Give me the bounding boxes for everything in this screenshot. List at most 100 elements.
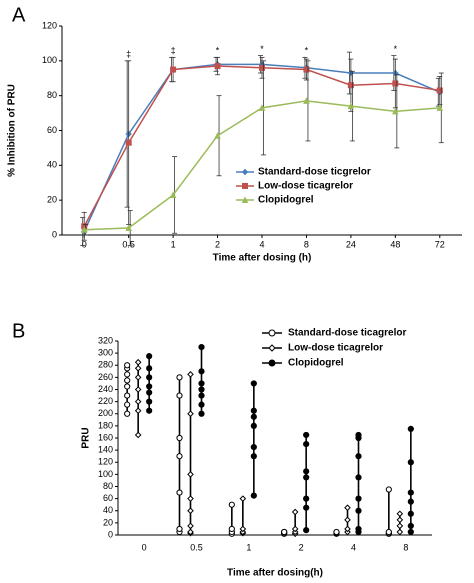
- x-axis-label: Time after dosing(h): [227, 568, 323, 579]
- marker: [124, 383, 131, 390]
- panel-label: A: [12, 4, 26, 26]
- marker: [146, 383, 153, 390]
- x-tick-label: 8: [304, 239, 309, 249]
- marker: [396, 522, 404, 530]
- x-tick-label: 72: [435, 239, 445, 249]
- marker: [146, 353, 153, 360]
- y-tick-label: 40: [103, 505, 113, 515]
- x-tick-label: 0: [142, 542, 147, 552]
- marker: [176, 525, 183, 533]
- marker: [146, 407, 153, 414]
- marker: [333, 528, 340, 536]
- marker: [239, 525, 247, 533]
- marker: [291, 525, 299, 533]
- marker: [125, 139, 132, 146]
- x-tick-label: 2: [215, 239, 220, 249]
- marker: [396, 516, 404, 524]
- legend-label: Clopidogrel: [288, 358, 344, 369]
- annotation: ‡: [171, 46, 176, 56]
- marker: [124, 377, 131, 384]
- marker: [134, 398, 142, 405]
- x-tick-label: 0.5: [190, 542, 203, 552]
- y-tick-label: 60: [103, 493, 113, 503]
- y-tick-label: 0: [108, 529, 113, 539]
- y-tick-label: 140: [98, 445, 113, 455]
- marker: [134, 407, 142, 415]
- annotation: ‡: [126, 49, 131, 59]
- y-tick-label: 160: [98, 432, 113, 442]
- marker: [303, 504, 310, 511]
- marker: [385, 528, 392, 536]
- marker: [198, 380, 205, 387]
- marker: [176, 489, 183, 496]
- marker: [407, 522, 414, 530]
- marker: [134, 374, 142, 381]
- x-axis-label: Time after dosing (h): [213, 253, 312, 264]
- marker: [281, 528, 288, 536]
- marker: [303, 431, 310, 439]
- marker: [303, 527, 310, 534]
- marker: [146, 374, 153, 381]
- marker: [291, 508, 299, 516]
- marker: [124, 392, 131, 399]
- marker: [125, 224, 132, 232]
- y-tick-label: 80: [47, 90, 57, 100]
- x-tick-label: 1: [246, 542, 251, 552]
- annotation: *: [216, 46, 220, 56]
- marker: [355, 495, 362, 502]
- marker: [303, 495, 310, 502]
- marker: [169, 191, 177, 198]
- marker: [344, 525, 351, 533]
- marker: [176, 374, 183, 381]
- marker: [268, 329, 276, 337]
- marker: [80, 226, 88, 233]
- x-tick-label: 1: [171, 239, 176, 249]
- marker: [407, 459, 414, 466]
- y-tick-label: 0: [52, 229, 57, 239]
- marker: [170, 66, 177, 73]
- y-tick-label: 120: [98, 457, 113, 467]
- marker: [146, 398, 153, 405]
- y-tick-label: 100: [42, 55, 57, 65]
- annotation: *: [260, 44, 264, 54]
- marker: [303, 468, 310, 475]
- y-tick-label: 320: [98, 335, 113, 345]
- y-tick-label: 80: [103, 481, 113, 491]
- marker: [198, 392, 205, 399]
- marker: [344, 504, 351, 512]
- legend-label: Low-dose ticagrelor: [258, 181, 353, 192]
- marker: [250, 492, 257, 499]
- marker: [239, 495, 247, 502]
- x-tick-label: 8: [403, 542, 408, 552]
- marker: [392, 107, 399, 115]
- annotation: *: [305, 46, 309, 56]
- marker: [259, 64, 265, 71]
- marker: [228, 501, 235, 508]
- marker: [214, 63, 221, 70]
- y-tick-label: 300: [98, 348, 113, 358]
- x-tick-label: 48: [390, 239, 400, 249]
- marker: [250, 453, 257, 460]
- marker: [355, 525, 362, 533]
- x-tick-label: 2: [299, 542, 304, 552]
- marker: [124, 401, 131, 408]
- marker: [407, 425, 414, 433]
- marker: [347, 82, 354, 89]
- marker: [436, 104, 444, 111]
- marker: [396, 510, 404, 518]
- x-tick-label: 0: [82, 239, 87, 249]
- legend-label: Clopidogrel: [258, 195, 314, 206]
- marker: [250, 413, 257, 420]
- marker: [303, 440, 310, 448]
- marker: [241, 168, 249, 176]
- marker: [146, 389, 153, 396]
- marker: [268, 344, 276, 352]
- legend-label: Low-dose ticagrelor: [288, 343, 383, 354]
- marker: [396, 528, 404, 536]
- marker: [198, 410, 205, 417]
- marker: [176, 392, 183, 399]
- marker: [134, 386, 142, 393]
- y-tick-label: 220: [98, 396, 113, 406]
- y-axis-label: PRU: [81, 427, 92, 448]
- marker: [214, 132, 221, 139]
